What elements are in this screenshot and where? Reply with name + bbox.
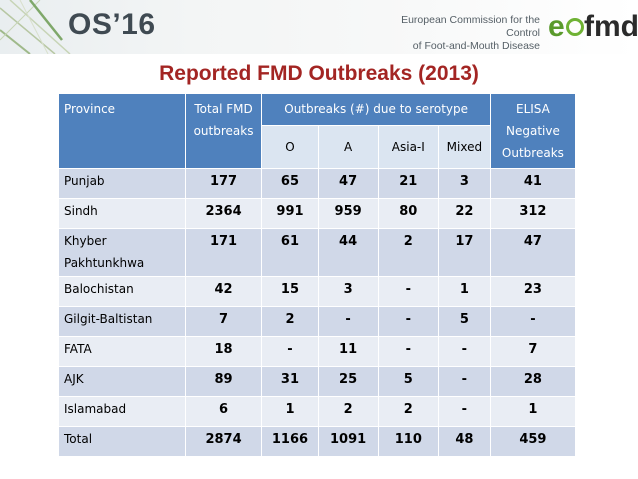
cell-o: 1 [261, 396, 319, 427]
header-serotype-a: A [317, 125, 379, 169]
cell-asia1: - [377, 306, 439, 337]
cell-total: 18 [184, 336, 263, 367]
cell-a: 959 [317, 198, 379, 229]
cell-asia1: 80 [377, 198, 439, 229]
cell-mixed: - [437, 396, 491, 427]
cell-total: 171 [184, 228, 263, 277]
cell-a: 1091 [317, 426, 379, 457]
cell-a: 3 [317, 276, 379, 307]
cell-mixed: 3 [437, 168, 491, 199]
cell-province: FATA [58, 336, 186, 367]
event-title: OS’16 [68, 8, 156, 41]
cell-o: 31 [261, 366, 319, 397]
cell-o: 991 [261, 198, 319, 229]
slide-title: Reported FMD Outbreaks (2013) [159, 62, 479, 85]
organization-line-1: European Commission for the Control [401, 14, 540, 39]
cell-asia1: 21 [377, 168, 439, 199]
cell-mixed: 5 [437, 306, 491, 337]
cell-asia1: 5 [377, 366, 439, 397]
table-row-total: Total 2874 1166 1091 110 48 459 [58, 426, 577, 457]
cell-mixed: - [437, 366, 491, 397]
table-row: Punjab 177 65 47 21 3 41 [58, 168, 577, 199]
cell-asia1: 2 [377, 396, 439, 427]
cell-mixed: - [437, 336, 491, 367]
cell-mixed: 22 [437, 198, 491, 229]
cell-province: Sindh [58, 198, 186, 229]
table-row: Gilgit-Baltistan 7 2 - - 5 - [58, 306, 577, 337]
cell-o: 2 [261, 306, 319, 337]
cell-a: 47 [317, 168, 379, 199]
cell-province: Khyber Pakhtunkhwa [58, 228, 186, 277]
cell-elisa: 23 [489, 276, 577, 307]
cell-a: 44 [317, 228, 379, 277]
cell-mixed: 1 [437, 276, 491, 307]
organization-name: European Commission for the Control of F… [380, 14, 540, 53]
organization-line-2: of Foot-and-Mouth Disease [412, 40, 540, 52]
header-serotype-asia1: Asia-I [377, 125, 439, 169]
cell-province: Total [58, 426, 186, 457]
cell-total: 6 [184, 396, 263, 427]
cell-a: 2 [317, 396, 379, 427]
table-row: Khyber Pakhtunkhwa 171 61 44 2 17 47 [58, 228, 577, 277]
cell-asia1: 2 [377, 228, 439, 277]
cell-mixed: 17 [437, 228, 491, 277]
table-row: AJK 89 31 25 5 - 28 [58, 366, 577, 397]
cell-province: Islamabad [58, 396, 186, 427]
cell-elisa: 41 [489, 168, 577, 199]
cell-total: 7 [184, 306, 263, 337]
cell-elisa: 7 [489, 336, 577, 367]
cell-a: - [317, 306, 379, 337]
logo-letters-fmd: fmd [584, 10, 638, 43]
cell-elisa: 1 [489, 396, 577, 427]
outbreaks-table: Province Total FMD outbreaks Outbreaks (… [58, 92, 577, 457]
header-province: Province [58, 93, 186, 169]
cell-total: 89 [184, 366, 263, 397]
header-serotype-mixed: Mixed [437, 125, 491, 169]
header-serotype-o: O [261, 125, 319, 169]
cell-o: - [261, 336, 319, 367]
cell-province: Balochistan [58, 276, 186, 307]
cell-asia1: - [377, 336, 439, 367]
cell-elisa: 459 [489, 426, 577, 457]
table-row: Sindh 2364 991 959 80 22 312 [58, 198, 577, 229]
header-elisa: ELISA Negative Outbreaks [489, 93, 577, 169]
table-row: FATA 18 - 11 - - 7 [58, 336, 577, 367]
cell-asia1: - [377, 276, 439, 307]
cell-total: 177 [184, 168, 263, 199]
cell-o: 61 [261, 228, 319, 277]
cell-a: 25 [317, 366, 379, 397]
cell-o: 1166 [261, 426, 319, 457]
cell-o: 65 [261, 168, 319, 199]
cell-province: Punjab [58, 168, 186, 199]
eufmd-logo: e fmd [548, 10, 638, 44]
cell-total: 42 [184, 276, 263, 307]
cell-total: 2874 [184, 426, 263, 457]
cell-elisa: 28 [489, 366, 577, 397]
cell-a: 11 [317, 336, 379, 367]
cell-mixed: 48 [437, 426, 491, 457]
cell-elisa: - [489, 306, 577, 337]
header-banner: OS’16 European Commission for the Contro… [0, 0, 638, 54]
cell-elisa: 312 [489, 198, 577, 229]
header-total: Total FMD outbreaks [184, 93, 263, 169]
header-serotype-group: Outbreaks (#) due to serotype [261, 92, 491, 127]
table-row: Islamabad 6 1 2 2 - 1 [58, 396, 577, 427]
cell-asia1: 110 [377, 426, 439, 457]
table-row: Balochistan 42 15 3 - 1 23 [58, 276, 577, 307]
cell-province: Gilgit-Baltistan [58, 306, 186, 337]
decorative-lines-icon [0, 0, 71, 54]
cell-o: 15 [261, 276, 319, 307]
cell-total: 2364 [184, 198, 263, 229]
logo-letter-e: e [548, 10, 565, 43]
logo-circle-icon [566, 18, 584, 36]
cell-province: AJK [58, 366, 186, 397]
cell-elisa: 47 [489, 228, 577, 277]
